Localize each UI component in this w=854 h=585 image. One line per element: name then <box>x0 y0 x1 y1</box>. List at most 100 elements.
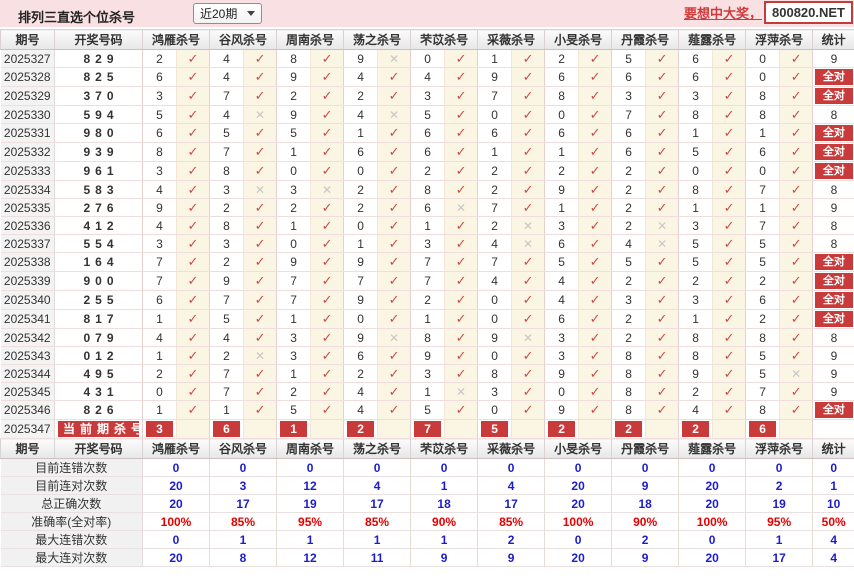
check-icon: ✓ <box>187 144 199 159</box>
summary-value-cell: 0 <box>544 530 613 549</box>
summary-value-cell: 1 <box>343 530 412 549</box>
data-row: 2025334 583 4 ✓ 3 ✕ 3 ✕ 2 ✓ 8 ✓ 2 ✓ 9 ✓ 2 ✓ 8 ✓ 7 ✓ 8 <box>0 180 854 199</box>
result-mark-cell: ✓ <box>377 216 412 235</box>
check-icon: ✓ <box>723 254 735 269</box>
result-mark-cell: ✓ <box>243 216 278 235</box>
result-mark-cell: ✓ <box>578 216 613 235</box>
col-header-expert: 鸿雁杀号 <box>141 29 211 50</box>
kill-number-cell: 2 <box>343 86 379 106</box>
kill-number-cell: 8 <box>745 328 781 347</box>
winning-number-cell: 164 <box>54 252 143 272</box>
all-correct-badge: 全对 <box>815 163 853 179</box>
check-icon: ✓ <box>522 163 534 178</box>
promo-site-box[interactable]: 800820.NET <box>764 1 853 24</box>
promo-link[interactable]: 要想中大奖， <box>683 6 762 21</box>
kill-number-cell: 6 <box>544 67 580 87</box>
current-kill-badge: 7 <box>414 421 442 437</box>
summary-value-cell: 85% <box>209 512 278 531</box>
check-icon: ✓ <box>321 365 333 381</box>
check-icon: ✓ <box>254 199 266 215</box>
summary-row: 目前连对次数 20 3 12 4 1 4 20 9 20 2 1 <box>0 476 854 495</box>
check-icon: ✓ <box>723 235 735 251</box>
summary-row: 最大连对次数 20 8 12 11 9 9 20 9 20 17 4 <box>0 548 854 567</box>
winning-number-cell: 012 <box>54 346 143 365</box>
check-icon: ✓ <box>388 144 400 159</box>
check-icon: ✓ <box>455 88 467 103</box>
current-kill-cell: 6 <box>745 419 781 439</box>
kill-number-cell: 9 <box>678 364 714 383</box>
check-icon: ✓ <box>790 329 802 345</box>
current-kill-cell: 1 <box>276 419 312 439</box>
kill-number-cell: 2 <box>209 252 245 272</box>
result-mark-cell: ✓ <box>511 123 546 143</box>
stat-count-cell: 全对 <box>812 161 854 181</box>
result-mark-cell: ✓ <box>645 346 680 365</box>
period-cell: 2025333 <box>0 161 55 181</box>
summary-value-cell: 11 <box>343 548 412 567</box>
check-icon: ✓ <box>589 402 601 417</box>
result-mark-cell: ✓ <box>176 346 211 365</box>
stat-count-cell: 全对 <box>812 309 854 329</box>
check-icon: ✓ <box>589 273 601 288</box>
check-icon: ✓ <box>723 402 735 417</box>
check-icon: ✓ <box>589 106 601 122</box>
result-mark-cell: ✓ <box>511 49 546 68</box>
kill-number-cell: 3 <box>276 180 312 199</box>
kill-number-cell: 2 <box>410 161 446 181</box>
kill-number-cell: 9 <box>544 400 580 420</box>
kill-number-cell: 1 <box>142 309 177 329</box>
kill-number-cell: 4 <box>209 105 245 124</box>
kill-number-cell: 2 <box>410 290 446 310</box>
check-icon: ✓ <box>187 347 199 363</box>
result-mark-cell: ✓ <box>310 328 345 347</box>
result-mark-cell: ✓ <box>377 86 412 106</box>
check-icon: ✓ <box>790 69 802 84</box>
col-header-period: 期号 <box>0 29 55 50</box>
result-mark-cell: ✓ <box>645 290 680 310</box>
summary-value-cell: 95% <box>745 512 814 531</box>
kill-number-cell: 5 <box>678 252 714 272</box>
kill-number-cell: 7 <box>209 382 245 401</box>
result-mark-cell: ✓ <box>779 234 814 253</box>
result-mark-cell: ✕ <box>511 216 546 235</box>
kill-number-cell: 5 <box>410 105 446 124</box>
check-icon: ✓ <box>254 365 266 381</box>
check-icon: ✓ <box>321 144 333 159</box>
all-correct-badge: 全对 <box>815 273 853 289</box>
result-mark-cell: ✓ <box>310 290 345 310</box>
check-icon: ✓ <box>455 347 467 363</box>
period-range-select[interactable]: 近20期 <box>193 3 263 24</box>
stat-count-cell: 9 <box>812 382 854 401</box>
result-mark-cell: ✓ <box>310 346 345 365</box>
check-icon: ✓ <box>656 383 668 399</box>
kill-number-cell: 0 <box>410 49 446 68</box>
check-icon: ✓ <box>790 254 802 269</box>
result-mark-cell: ✓ <box>511 309 546 329</box>
summary-value-cell: 12 <box>276 476 345 495</box>
kill-number-cell: 8 <box>678 346 714 365</box>
data-row: 2025339 900 7 ✓ 9 ✓ 7 ✓ 7 ✓ 7 ✓ 4 ✓ 4 ✓ 2 ✓ 2 ✓ 2 ✓ 全对 <box>0 271 854 291</box>
check-icon: ✓ <box>589 199 601 215</box>
summary-value-cell: 85% <box>477 512 546 531</box>
kill-number-cell: 9 <box>544 180 580 199</box>
col-header-expert: 鸿雁杀号 <box>141 438 211 459</box>
result-mark-cell: ✓ <box>243 364 278 383</box>
check-icon: ✓ <box>522 292 534 307</box>
result-mark-cell: ✓ <box>578 271 613 291</box>
data-row: 2025330 594 5 ✓ 4 ✕ 9 ✓ 4 ✕ 5 ✓ 0 ✓ 0 ✓ 7 ✓ 8 ✓ 8 ✓ 8 <box>0 105 854 124</box>
kill-number-cell: 2 <box>611 309 647 329</box>
check-icon: ✓ <box>790 88 802 103</box>
current-kill-badge: 2 <box>615 421 643 437</box>
result-mark-cell: ✓ <box>578 364 613 383</box>
col-header-expert: 荡之杀号 <box>343 29 412 50</box>
result-mark-cell: ✕ <box>645 216 680 235</box>
check-icon: ✓ <box>656 273 668 288</box>
result-mark-cell <box>243 419 278 439</box>
result-mark-cell: ✓ <box>444 271 479 291</box>
kill-number-cell: 9 <box>343 290 379 310</box>
result-mark-cell: ✓ <box>377 364 412 383</box>
kill-number-cell: 4 <box>477 234 513 253</box>
result-mark-cell: ✕ <box>444 198 479 217</box>
kill-number-cell: 9 <box>142 198 177 217</box>
period-cell: 2025335 <box>0 198 55 217</box>
